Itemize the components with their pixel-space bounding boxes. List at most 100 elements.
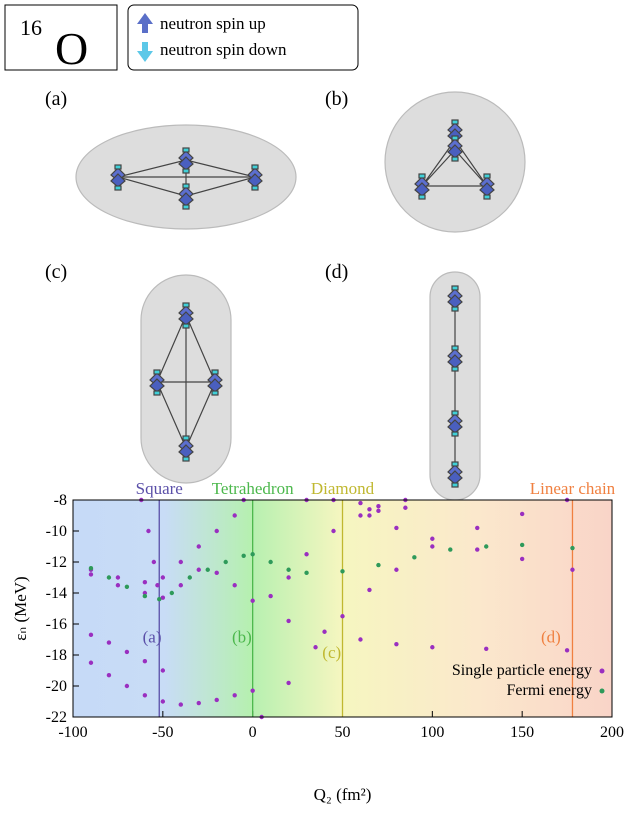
data-point [250,552,255,557]
nucleus-box [4,4,118,71]
data-point [232,513,237,518]
data-point [430,544,435,549]
data-point [88,632,94,638]
data-point [196,544,201,549]
shape-label: Square [136,479,183,498]
data-point [214,697,219,703]
legend-marker [599,688,605,694]
data-point [403,505,408,510]
panel-label: (a) [45,88,67,110]
data-point [106,575,112,580]
data-point [115,583,121,588]
data-point [394,641,399,647]
data-point [250,598,255,603]
data-point [286,567,291,572]
shape-a [75,124,297,230]
data-point [331,528,336,534]
legend-label: Fermi energy [507,682,592,699]
data-point [88,566,94,571]
data-point [223,559,228,565]
data-point [178,702,183,707]
data-point [214,570,219,576]
data-point [268,559,273,565]
data-point [340,569,345,574]
data-point [146,528,151,534]
spin-up-arrow [137,13,153,33]
data-point [178,583,183,588]
data-point [106,672,112,678]
shape-label: Linear chain [530,479,616,498]
mass-number: 16 [20,15,42,40]
data-point [142,590,148,596]
data-point [160,668,166,673]
shape-b [384,91,526,233]
data-point [286,680,291,686]
data-point [570,567,575,572]
data-point [322,629,327,634]
data-point [519,556,525,562]
y-axis-label: εₙ (MeV) [11,576,30,640]
data-point [484,544,489,549]
data-point [142,693,148,698]
data-point [570,545,575,551]
y-tick-label: -22 [46,709,67,726]
spin-up-label: neutron spin up [160,14,266,33]
data-point [394,525,399,531]
x-tick-label: 50 [335,724,351,741]
data-point [160,595,166,600]
shape-label: Tetrahedron [212,479,294,498]
data-point [232,583,237,588]
y-tick-label: -16 [46,616,67,633]
legend-label: Single particle energy [452,662,592,679]
shape-c [140,274,232,484]
data-point [187,575,192,580]
x-tick-label: -50 [152,724,173,741]
data-point [178,559,183,565]
data-point [475,547,480,552]
data-point [376,508,381,514]
data-point [124,683,130,689]
data-point [196,567,201,572]
data-point [241,553,246,558]
x-tick-label: 200 [600,724,624,741]
data-point [358,500,363,506]
data-point [286,575,291,580]
data-point [250,688,255,693]
data-point [88,572,94,577]
x-axis-label: Q₂ (fm²) [314,785,372,804]
data-point [304,570,309,576]
data-point [340,614,345,619]
data-point [304,552,309,557]
data-point [484,646,489,651]
shape-marker: (b) [232,628,252,647]
data-point [430,536,435,541]
shape-d [429,271,481,501]
data-point [142,593,148,599]
data-point [376,562,381,568]
data-point [124,649,130,655]
data-point [268,593,273,599]
data-point [205,567,210,572]
nucleus-symbol: O [55,23,88,74]
data-point [142,659,148,664]
x-tick-label: 150 [510,724,534,741]
y-tick-label: -10 [46,523,67,540]
y-tick-label: -12 [46,554,67,571]
y-tick-label: -14 [46,585,67,602]
y-tick-label: -8 [54,492,67,509]
data-point [376,504,381,509]
data-point [475,525,480,531]
data-point [142,579,148,585]
data-point [160,699,166,704]
data-point [124,584,130,589]
data-point [394,567,399,572]
data-point [88,660,94,665]
plot-frame [72,499,613,718]
data-point [155,583,160,588]
data-point [232,693,237,698]
shape-marker: (c) [322,643,341,662]
data-point [430,645,435,650]
data-point [160,575,166,580]
data-point [115,575,121,580]
